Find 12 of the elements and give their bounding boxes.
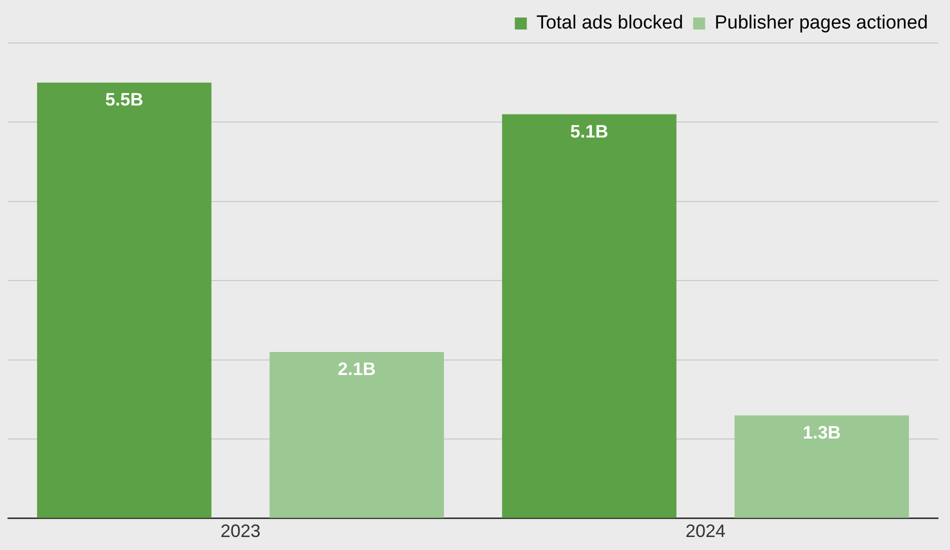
legend-label: Publisher pages actioned [714, 12, 928, 34]
data-label: 5.1B [570, 121, 608, 142]
data-label: 2.1B [338, 358, 376, 379]
x-tick-label: 2023 [220, 521, 261, 542]
bar [270, 352, 444, 518]
data-label: 5.5B [105, 90, 144, 110]
bar [37, 82, 212, 518]
legend-label: Total ads blocked [536, 12, 684, 34]
data-label: 1.3B [802, 422, 841, 442]
x-tick-label: 2024 [685, 521, 726, 542]
bar [502, 114, 676, 518]
bar [734, 415, 909, 518]
